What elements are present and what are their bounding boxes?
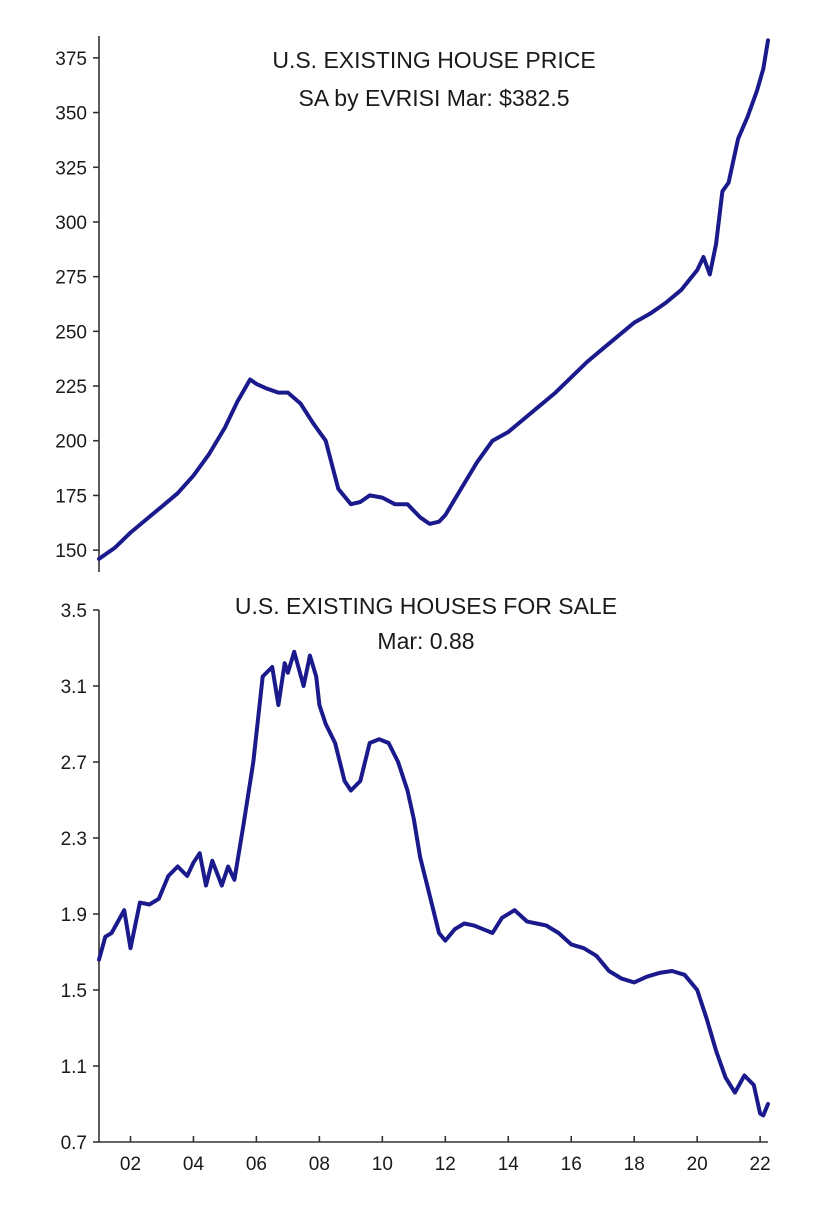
series-line [97,38,770,561]
y-tick-label: 0.7 [61,1133,87,1154]
x-tick-label: 18 [624,1154,645,1175]
x-tick-label: 10 [372,1154,393,1175]
y-tick-label: 225 [55,377,87,398]
y-tick-label: 3.5 [61,601,87,622]
x-tick-label: 22 [750,1154,771,1175]
y-tick-label: 200 [55,432,87,453]
series-line [97,649,770,1118]
houses-for-sale-panel: U.S. EXISTING HOUSES FOR SALE Mar: 0.88 … [61,593,771,1175]
y-tick-label: 1.9 [61,905,87,926]
houses-for-sale-title: U.S. EXISTING HOUSES FOR SALE [235,593,617,619]
house-price-title: U.S. EXISTING HOUSE PRICE [272,47,595,73]
y-tick-label: 300 [55,213,87,234]
y-tick-label: 150 [55,541,87,562]
x-tick-label: 12 [435,1154,456,1175]
house-price-panel: U.S. EXISTING HOUSE PRICE SA by EVRISI M… [55,36,770,572]
y-tick-label: 1.5 [61,981,87,1002]
y-tick-label: 275 [55,268,87,289]
x-tick-label: 08 [309,1154,330,1175]
y-tick-label: 1.1 [61,1057,87,1078]
y-tick-label: 2.3 [61,829,87,850]
y-tick-label: 250 [55,322,87,343]
y-tick-label: 325 [55,158,87,179]
x-tick-label: 20 [687,1154,708,1175]
y-tick-label: 3.1 [61,677,87,698]
x-tick-label: 06 [246,1154,267,1175]
y-tick-label: 375 [55,49,87,70]
houses-for-sale-subtitle: Mar: 0.88 [377,628,474,654]
x-tick-label: 14 [498,1154,520,1175]
house-price-subtitle: SA by EVRISI Mar: $382.5 [298,85,569,111]
x-tick-label: 16 [561,1154,582,1175]
x-tick-label: 04 [183,1154,205,1175]
y-tick-label: 2.7 [61,753,87,774]
x-tick-label: 02 [120,1154,141,1175]
y-tick-label: 350 [55,104,87,125]
y-tick-label: 175 [55,486,87,507]
